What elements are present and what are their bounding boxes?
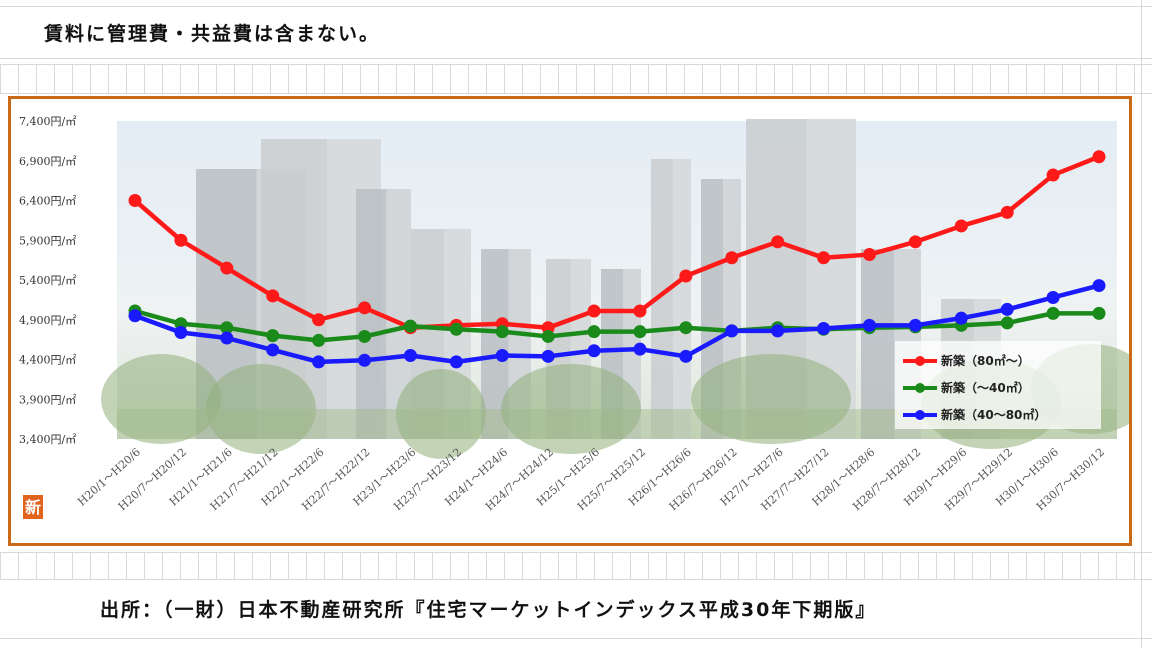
series-0-point-2 <box>220 261 234 275</box>
series-2-point-16 <box>862 318 876 332</box>
series-2-point-10 <box>587 344 601 358</box>
series-2-point-15 <box>817 321 831 335</box>
series-2-point-0 <box>128 309 142 323</box>
series-0-point-5 <box>358 301 372 315</box>
rent-line-chart: 3,400円/㎡ 3,900円/㎡ 4,400円/㎡ 4,900円/㎡ 5,400円/㎡… <box>19 115 1129 519</box>
new-badge-box <box>23 495 43 519</box>
y-tick-label-3: 4,900円/㎡ <box>19 314 76 327</box>
series-2-point-4 <box>312 355 326 369</box>
x-axis: H20/1～H20/6H20/7～H20/12H21/1～H21/6H21/7～… <box>75 446 1107 514</box>
right-rule <box>1141 0 1142 648</box>
series-2-point-17 <box>908 318 922 332</box>
series-2-point-19 <box>1000 302 1014 316</box>
series-1-point-21 <box>1092 306 1106 320</box>
series-1-point-8 <box>495 325 509 339</box>
series-0-point-11 <box>633 304 647 318</box>
series-2 <box>128 279 1106 369</box>
series-1-point-7 <box>449 322 463 336</box>
series-0-point-1 <box>174 233 188 247</box>
footer-rule <box>0 638 1152 639</box>
series-2-point-5 <box>358 353 372 367</box>
series-0-point-21 <box>1092 150 1106 164</box>
series-0-point-13 <box>725 251 739 265</box>
series-2-point-20 <box>1046 290 1060 304</box>
y-tick-label-7: 6,900円/㎡ <box>19 155 76 168</box>
series-1-point-4 <box>312 333 326 347</box>
series-0-point-19 <box>1000 205 1014 219</box>
series-1-point-20 <box>1046 306 1060 320</box>
series-2-point-3 <box>266 343 280 357</box>
legend-swatch-dot-2 <box>915 410 925 420</box>
new-badge: 新 <box>23 495 43 519</box>
y-tick-label-4: 5,400円/㎡ <box>19 274 76 287</box>
header-rule <box>0 6 1152 7</box>
y-axis: 3,400円/㎡ 3,900円/㎡ 4,400円/㎡ 4,900円/㎡ 5,400円/㎡… <box>19 115 76 446</box>
series-2-point-6 <box>403 349 417 363</box>
chart-frame: 3,400円/㎡ 3,900円/㎡ 4,400円/㎡ 4,900円/㎡ 5,400円/㎡… <box>8 96 1132 546</box>
legend-label-1: 新築（～40㎡） <box>941 380 1030 395</box>
series-2-point-21 <box>1092 279 1106 293</box>
y-tick-label-0: 3,400円/㎡ <box>19 433 76 446</box>
series-1-point-19 <box>1000 316 1014 330</box>
series-2-line <box>134 283 1100 365</box>
series-2-point-18 <box>954 311 968 325</box>
tower-shade-7 <box>673 159 691 439</box>
series-2-point-7 <box>449 355 463 369</box>
series-0-point-20 <box>1046 168 1060 182</box>
tree-2 <box>396 369 486 459</box>
legend-label-0: 新築（80㎡～） <box>941 353 1030 368</box>
series-1-point-9 <box>541 329 555 343</box>
series-2-point-12 <box>679 349 693 363</box>
legend: 新築（80㎡～） 新築（～40㎡） 新築（40～80㎡） <box>895 341 1101 429</box>
series-1-point-2 <box>220 321 234 335</box>
grid-band-bottom <box>0 552 1152 580</box>
tree-1 <box>206 364 316 454</box>
building-photo-background <box>101 119 1129 459</box>
series-0-point-15 <box>817 251 831 265</box>
series-0-point-18 <box>954 219 968 233</box>
series-0-point-17 <box>908 235 922 249</box>
y-tick-label-1: 3,900円/㎡ <box>19 393 76 406</box>
series-0-line <box>133 154 1100 330</box>
series-2-point-13 <box>725 324 739 338</box>
series-0-point-12 <box>679 269 693 283</box>
series-0-point-0 <box>128 194 142 207</box>
series-2-point-9 <box>541 349 555 363</box>
series-1-point-10 <box>587 325 601 339</box>
series-2-point-14 <box>771 324 785 338</box>
y-tick-label-5: 5,900円/㎡ <box>19 234 76 247</box>
series-0-point-16 <box>862 248 876 262</box>
legend-swatch-dot-0 <box>915 356 925 366</box>
tree-3 <box>501 364 641 454</box>
series-2-point-8 <box>495 349 509 363</box>
series-0-point-3 <box>266 289 280 303</box>
grid-band-top <box>0 64 1152 94</box>
series-1-point-3 <box>266 329 280 343</box>
series-2-point-1 <box>174 325 188 339</box>
series-1-point-5 <box>358 329 372 343</box>
series-1-point-11 <box>633 325 647 339</box>
y-tick-label-8: 7,400円/㎡ <box>19 115 76 128</box>
source-citation: 出所：（一財）日本不動産研究所『住宅マーケットインデックス平成30年下期版』 <box>100 599 877 621</box>
series-layer <box>128 150 1106 369</box>
series-0-point-14 <box>771 235 785 249</box>
series-0-point-10 <box>587 304 601 318</box>
series-2-point-2 <box>220 331 234 345</box>
series-2-point-11 <box>633 342 647 356</box>
series-1-line <box>134 308 1099 343</box>
y-tick-label-2: 4,400円/㎡ <box>19 354 76 367</box>
note-rule <box>0 58 1152 59</box>
tree-4 <box>691 354 851 444</box>
rent-note: 賃料に管理費・共益費は含まない。 <box>44 23 381 45</box>
tree-0 <box>101 354 221 444</box>
y-tick-label-6: 6,400円/㎡ <box>19 195 76 208</box>
legend-label-2: 新築（40～80㎡） <box>941 407 1046 422</box>
series-1-point-12 <box>679 321 693 335</box>
series-1-point-6 <box>403 319 417 333</box>
legend-swatch-dot-1 <box>915 383 925 393</box>
new-badge-label: 新 <box>25 498 41 517</box>
series-0-point-4 <box>312 313 326 327</box>
